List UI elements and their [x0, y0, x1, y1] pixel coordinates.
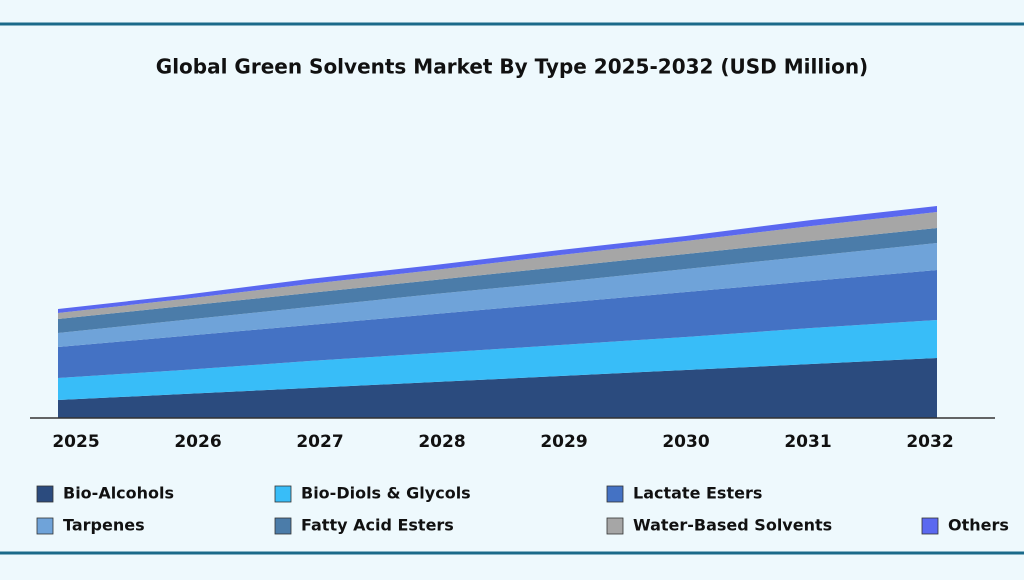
- plot: [58, 206, 937, 418]
- legend-label: Tarpenes: [63, 516, 145, 535]
- x-tick-label: 2029: [540, 432, 587, 452]
- area: [58, 212, 937, 319]
- legend-swatch: [921, 517, 939, 535]
- x-tick-label: 2030: [662, 432, 709, 452]
- x-tick-label: 2025: [52, 432, 99, 452]
- legend-swatch: [36, 485, 54, 503]
- x-tick-label: 2027: [296, 432, 343, 452]
- legend-label: Fatty Acid Esters: [301, 516, 454, 535]
- legend-swatch: [274, 485, 292, 503]
- x-tick-label: 2032: [906, 432, 953, 452]
- x-tick-label: 2028: [418, 432, 465, 452]
- legend-label: Bio-Alcohols: [63, 484, 174, 503]
- legend-label: Others: [948, 516, 1009, 535]
- area: [58, 206, 937, 313]
- legend-swatch: [274, 517, 292, 535]
- chart-title: Global Green Solvents Market By Type 202…: [156, 55, 868, 79]
- x-tick-label: 2026: [174, 432, 221, 452]
- legend-swatch: [606, 485, 624, 503]
- legend-swatch: [606, 517, 624, 535]
- area: [58, 320, 937, 400]
- area: [58, 270, 937, 378]
- legend-swatch: [36, 517, 54, 535]
- area: [58, 243, 937, 347]
- x-tick-label: 2031: [784, 432, 831, 452]
- legend-label: Bio-Diols & Glycols: [301, 484, 471, 503]
- area: [58, 358, 937, 418]
- area: [58, 228, 937, 333]
- legend-label: Lactate Esters: [633, 484, 762, 503]
- legend-label: Water-Based Solvents: [633, 516, 832, 535]
